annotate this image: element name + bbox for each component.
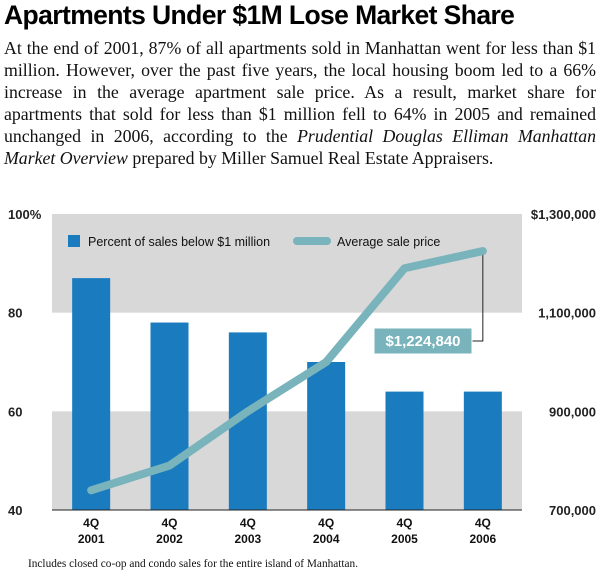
- right-tick-label: 1,100,000: [538, 306, 596, 321]
- x-tick-quarter: 4Q: [475, 516, 491, 530]
- bar-2001: [72, 278, 111, 510]
- price-callout: $1,224,840: [373, 255, 484, 355]
- x-tick-year: 2006: [469, 532, 496, 546]
- left-tick-label: 100%: [8, 207, 42, 222]
- paragraph-text-end: prepared by Miller Samuel Real Estate Ap…: [127, 148, 494, 168]
- bar-2004: [307, 362, 346, 510]
- intro-paragraph: At the end of 2001, 87% of all apartment…: [4, 37, 596, 169]
- callout-value: $1,224,840: [385, 333, 460, 350]
- x-tick-year: 2005: [391, 532, 418, 546]
- x-tick-quarter: 4Q: [318, 516, 334, 530]
- x-tick-year: 2002: [156, 532, 183, 546]
- bar-2006: [463, 391, 502, 510]
- bar-2005: [385, 391, 424, 510]
- callout-leader: [472, 255, 484, 342]
- x-tick-year: 2004: [313, 532, 340, 546]
- legend-bar-swatch: [68, 235, 80, 247]
- x-tick-quarter: 4Q: [396, 516, 412, 530]
- x-tick-quarter: 4Q: [83, 516, 99, 530]
- left-tick-label: 60: [8, 404, 22, 419]
- x-tick-year: 2001: [78, 532, 105, 546]
- x-tick-year: 2003: [234, 532, 261, 546]
- callout-box: [373, 327, 473, 355]
- right-tick-label: 900,000: [549, 404, 596, 419]
- source-title: Prudential Douglas Elliman Manhattan Mar…: [4, 126, 596, 168]
- legend-line-label: Average sale price: [337, 235, 440, 249]
- right-tick-label: $1,300,000: [531, 207, 596, 222]
- legend: Percent of sales below $1 million Average…: [68, 235, 440, 249]
- average-price-line: [87, 247, 487, 495]
- line-series: [87, 247, 487, 495]
- legend-bar-label: Percent of sales below $1 million: [88, 235, 270, 249]
- paragraph-text: At the end of 2001, 87% of all apartment…: [4, 38, 596, 146]
- axes: 100% 80 60 40 $1,300,000 1,100,000 900,000 700,…: [8, 207, 596, 546]
- x-tick-quarter: 4Q: [240, 516, 256, 530]
- footnote: Includes closed co-op and condo sales fo…: [28, 558, 359, 570]
- band-upper: [52, 214, 522, 313]
- x-tick-quarter: 4Q: [161, 516, 177, 530]
- left-tick-label: 40: [8, 503, 22, 518]
- right-tick-label: 700,000: [549, 503, 596, 518]
- headline: Apartments Under $1M Lose Market Share: [4, 0, 515, 30]
- left-tick-label: 80: [8, 306, 22, 321]
- band-lower: [52, 411, 522, 510]
- bar-2002: [150, 322, 189, 510]
